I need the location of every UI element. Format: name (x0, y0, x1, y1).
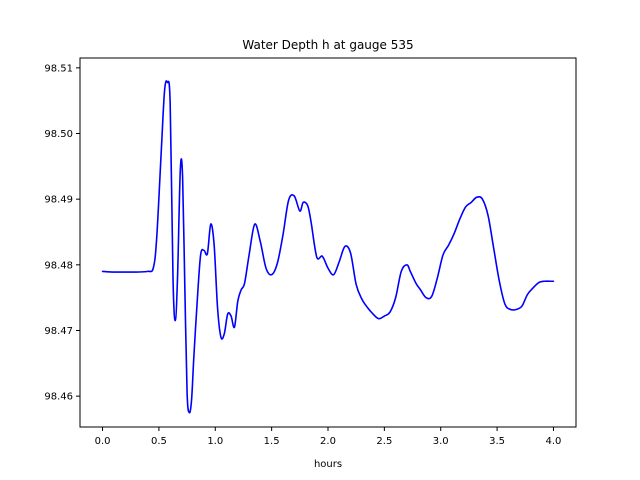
x-tick-label: 0.5 (151, 436, 167, 447)
y-tick-label: 98.46 (44, 392, 73, 403)
tick-layer: 0.0 0.5 1.0 1.5 2.0 2.5 3.0 3.5 4.0 98.46 98.47 98.… (44, 63, 561, 447)
x-tick-label: 2.0 (320, 436, 336, 447)
y-tick-label: 98.49 (44, 195, 73, 206)
y-tick-label: 98.50 (44, 129, 73, 140)
chart-title: Water Depth h at gauge 535 (242, 38, 413, 52)
x-tick-label: 4.0 (546, 436, 562, 447)
series-layer (101, 80, 555, 414)
plot-frame (79, 57, 577, 428)
x-tick-label: 3.0 (433, 436, 449, 447)
y-tick-label: 98.48 (44, 260, 73, 271)
x-tick-label: 1.0 (207, 436, 223, 447)
x-tick-label: 1.5 (264, 436, 280, 447)
y-tick-label: 98.51 (44, 63, 73, 74)
x-tick-label: 3.5 (489, 436, 505, 447)
y-tick-label: 98.47 (44, 326, 73, 337)
x-tick-label: 2.5 (376, 436, 392, 447)
x-axis-label: hours (314, 459, 342, 470)
water-depth-line (101, 80, 555, 414)
x-tick-label: 0.0 (95, 436, 111, 447)
